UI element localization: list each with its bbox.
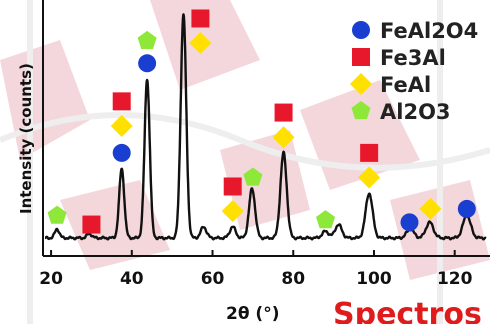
- al2o3-marker: [137, 30, 157, 49]
- spectroscopy-overlay-text: Spectros: [333, 297, 482, 324]
- x-tick-label: 20: [39, 269, 63, 289]
- fe3al-marker: [191, 9, 210, 28]
- fe3al-marker: [112, 92, 131, 111]
- legend-label-feal: FeAl: [380, 73, 431, 97]
- feal-marker: [189, 32, 212, 55]
- legend-label-al2o3: Al2O3: [380, 100, 451, 124]
- fe3al-marker: [223, 177, 242, 196]
- x-tick-label: 100: [356, 269, 392, 289]
- feal2o4-marker: [457, 199, 476, 218]
- feal2o4-marker: [112, 143, 131, 162]
- al2o3-marker: [351, 101, 371, 120]
- x-tick-label: 60: [201, 269, 225, 289]
- feal2o4-marker: [352, 21, 370, 39]
- feal-marker: [419, 197, 442, 220]
- feal-marker: [110, 115, 133, 137]
- fe3al-marker: [352, 48, 370, 66]
- feal-marker: [358, 166, 381, 189]
- y-axis-label: Intensity (counts): [17, 63, 35, 214]
- fe3al-marker: [82, 215, 101, 234]
- feal2o4-marker: [138, 54, 157, 73]
- al2o3-marker: [316, 210, 336, 229]
- x-axis-label: 2θ (°): [226, 304, 279, 324]
- feal-marker: [350, 73, 372, 95]
- phase-markers: [47, 9, 476, 234]
- feal-marker: [272, 126, 295, 149]
- x-tick-label: 120: [437, 269, 473, 289]
- feal-marker: [221, 200, 244, 223]
- feal2o4-marker: [400, 213, 419, 232]
- al2o3-marker: [47, 205, 67, 224]
- legend: FeAl2O4 Fe3Al FeAl Al2O3: [350, 19, 478, 124]
- fe3al-marker: [360, 143, 379, 162]
- legend-label-fe3al: Fe3Al: [380, 46, 446, 70]
- legend-label-feal2o4: FeAl2O4: [380, 19, 478, 43]
- fe3al-marker: [274, 103, 293, 122]
- al2o3-marker: [243, 167, 263, 186]
- x-tick-label: 80: [281, 269, 305, 289]
- x-axis-ticks: 20 40 60 80 100 120: [39, 250, 473, 289]
- x-tick-label: 40: [120, 269, 144, 289]
